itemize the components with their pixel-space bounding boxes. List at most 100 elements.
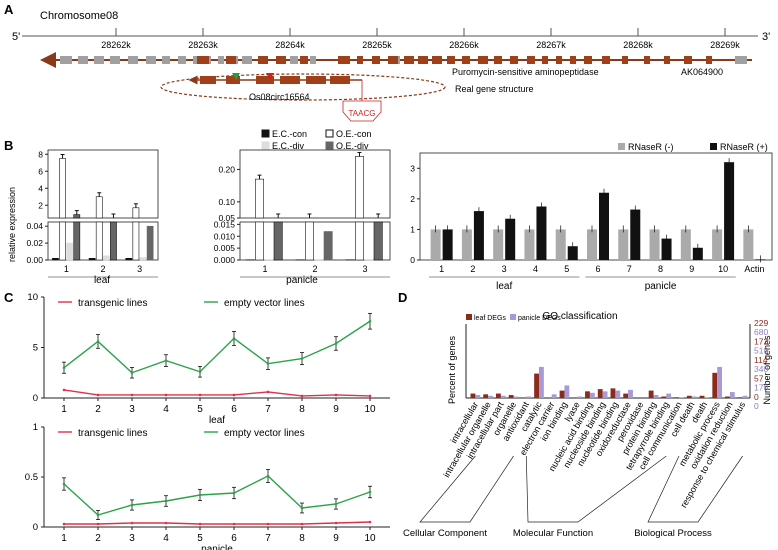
- exon-coding: [494, 56, 502, 64]
- panel-a-gene-structure: Chromosome08 5' 3' 28262k 28263k 28264k 282…: [12, 10, 770, 122]
- group-bracket: [419, 455, 514, 523]
- bar: [712, 372, 718, 398]
- data-point: [198, 393, 202, 397]
- chromosome-tick-label: 28262k: [101, 40, 131, 50]
- bar: [729, 392, 735, 398]
- legend-rnaser-plus: RNaseR (+): [720, 142, 768, 152]
- y-tick-label: 0: [33, 522, 38, 533]
- bar: [508, 395, 514, 398]
- y2-tick-label-panicle: 340: [754, 364, 768, 374]
- bar: [461, 229, 472, 260]
- bar: [742, 395, 748, 398]
- exon-grey: [128, 56, 138, 64]
- bar: [255, 178, 264, 219]
- group-bracket: [525, 455, 667, 523]
- exon-coding: [258, 56, 268, 64]
- chromosome-tick-label: 28264k: [275, 40, 305, 50]
- group-label: leaf: [496, 281, 512, 292]
- chromosome-tick-label: 28263k: [188, 40, 218, 50]
- chromosome-label: Chromosome08: [40, 10, 118, 22]
- exon-coding: [404, 56, 414, 64]
- x-tick-label: 1: [64, 264, 69, 274]
- chart-b-leaf: 8 6 4 2 0.04 0.02 0.00 1 2 3: [26, 149, 159, 278]
- bar: [618, 229, 629, 260]
- data-point: [334, 342, 338, 345]
- exon-grey: [162, 56, 170, 64]
- bar: [483, 394, 489, 398]
- x-tick-label: 10: [718, 264, 728, 274]
- data-point: [96, 393, 100, 397]
- legend-rnaser-minus: RNaseR (-): [628, 142, 674, 152]
- bar: [488, 395, 493, 398]
- legend-swatch-rnaser-plus: [710, 143, 717, 150]
- go-y2label: Number of genes: [762, 335, 772, 405]
- bar: [323, 231, 333, 261]
- bar: [567, 246, 578, 260]
- circ-exon: [256, 76, 274, 84]
- bar: [661, 238, 672, 260]
- y-tick-label: 0.00: [26, 255, 43, 265]
- series-line-0: [63, 389, 371, 397]
- exon-coding: [372, 56, 380, 64]
- x-tick-label: 3: [129, 404, 135, 415]
- x-tick-label: 10: [364, 404, 376, 415]
- legend-label: transgenic lines: [78, 428, 147, 439]
- y-tick-label: 0.010: [214, 231, 236, 241]
- red-triangle-marker: [266, 73, 274, 80]
- bar: [674, 397, 679, 398]
- y-tick-label: 4: [38, 183, 43, 193]
- bar: [712, 229, 723, 260]
- legend-oe-con: O.E.-con: [336, 129, 372, 139]
- exon-grey: [178, 56, 186, 64]
- bar: [691, 396, 697, 398]
- exon-coding: [388, 56, 398, 64]
- data-point: [96, 340, 100, 343]
- x-tick-label: 1: [61, 533, 67, 544]
- data-point: [62, 482, 66, 486]
- x-tick-label: 2: [95, 404, 101, 415]
- data-point: [368, 490, 372, 494]
- x-tick-label: 3: [362, 264, 367, 274]
- bar: [495, 393, 501, 398]
- x-tick-label: 3: [502, 264, 507, 274]
- series-line-1: [63, 320, 371, 374]
- data-point: [300, 394, 304, 398]
- x-tick-label: 5: [197, 533, 203, 544]
- x-tick-label: 4: [163, 404, 169, 415]
- panel-label-c: C: [4, 290, 14, 305]
- bar: [599, 192, 610, 260]
- y-tick-label: 2: [38, 200, 43, 210]
- legend-ec-div: E.C.-div: [272, 141, 305, 151]
- circrna-loop: [160, 73, 446, 101]
- group-label: Cellular Component: [403, 528, 487, 539]
- panel-b: relative expression E.C.-con O.E.-con E.…: [7, 129, 773, 292]
- exon-grey: [242, 56, 252, 64]
- gene-name-aminopeptidase: Puromycin-sensitive aminopeptidase: [452, 67, 599, 77]
- x-tick-label: 8: [299, 533, 305, 544]
- bar: [686, 395, 692, 398]
- bar: [88, 258, 96, 261]
- data-point: [368, 394, 372, 398]
- data-point: [96, 522, 100, 526]
- circ-exon: [306, 76, 326, 84]
- group-label: panicle: [645, 281, 677, 292]
- bar: [473, 211, 484, 260]
- go-legend-swatch-panicle: [510, 314, 516, 320]
- y-tick-label: 0.02: [26, 238, 43, 248]
- x-tick-label: 2: [312, 264, 317, 274]
- exon-coding: [510, 56, 518, 64]
- exon-coding: [226, 56, 236, 64]
- panel-d: GO classification Percent of genes Numbe…: [403, 311, 772, 539]
- chromosome-tick-label: 28269k: [710, 40, 740, 50]
- bar: [95, 196, 103, 219]
- bar: [59, 221, 66, 261]
- bar: [73, 221, 81, 261]
- y2-tick-label-leaf: 172: [754, 337, 768, 347]
- exon-coding: [418, 56, 428, 64]
- bar: [475, 395, 481, 398]
- data-point: [300, 357, 304, 360]
- bar: [500, 395, 506, 398]
- bar: [704, 397, 710, 398]
- y-tick-label: 6: [38, 166, 43, 176]
- series-line-0: [64, 521, 371, 525]
